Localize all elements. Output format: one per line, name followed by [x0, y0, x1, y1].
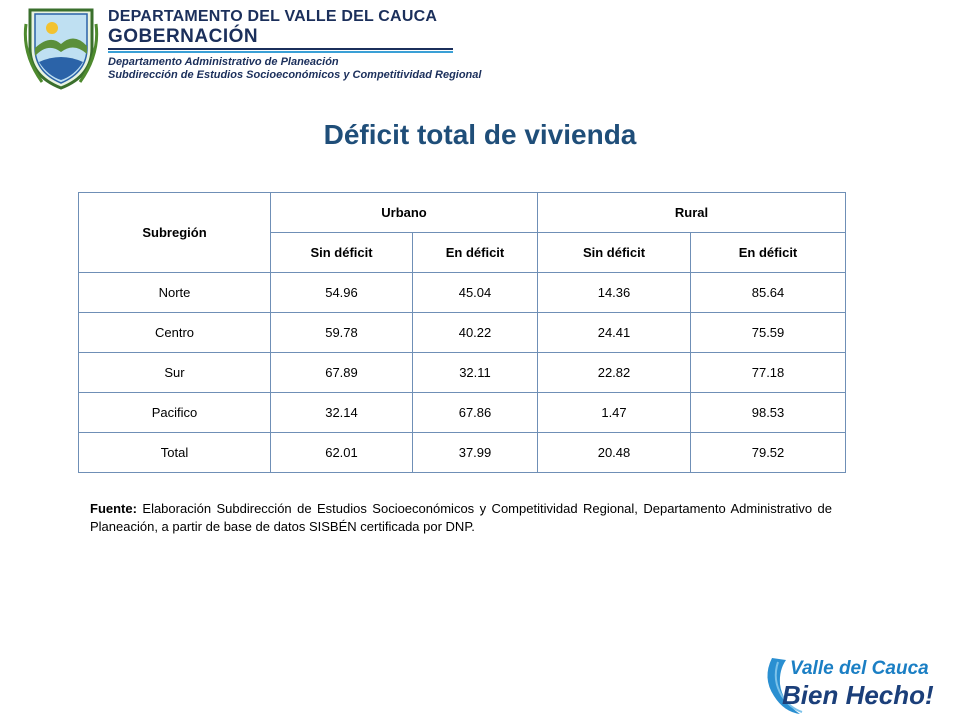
rural-sin-deficit-header: Sin déficit — [537, 232, 691, 273]
urbano-en-cell: 45.04 — [412, 272, 538, 313]
subregion-cell: Total — [78, 432, 271, 473]
urbano-sin-cell: 32.14 — [270, 392, 413, 433]
footer-logo-line1: Valle del Cauca — [790, 658, 929, 679]
urbano-en-cell: 37.99 — [412, 432, 538, 473]
rural-en-cell: 75.59 — [689, 312, 847, 353]
table-row: Centro 59.78 40.22 24.41 75.59 — [78, 312, 847, 353]
urbano-en-deficit-header: En déficit — [412, 232, 538, 273]
urbano-en-cell: 32.11 — [412, 352, 538, 393]
table-header-row: Subregión Urbano Rural — [78, 192, 847, 273]
source-note: Fuente: Elaboración Subdirección de Estu… — [90, 500, 832, 536]
subregion-cell: Norte — [78, 272, 271, 313]
urbano-sin-deficit-header: Sin déficit — [270, 232, 413, 273]
rural-en-cell: 85.64 — [689, 272, 847, 313]
urbano-en-cell: 40.22 — [412, 312, 538, 353]
table-row: Total 62.01 37.99 20.48 79.52 — [78, 432, 847, 473]
office-name: Departamento Administrativo de Planeació… — [108, 56, 339, 68]
footer-logo-line2: Bien Hecho! — [782, 680, 934, 710]
subregion-header: Subregión — [78, 192, 271, 273]
urbano-sin-cell: 62.01 — [270, 432, 413, 473]
source-label: Fuente: — [90, 501, 137, 516]
urbano-sin-cell: 59.78 — [270, 312, 413, 353]
table-row: Pacifico 32.14 67.86 1.47 98.53 — [78, 392, 847, 433]
rural-en-cell: 77.18 — [689, 352, 847, 393]
subregion-cell: Pacifico — [78, 392, 271, 433]
rural-en-deficit-header: En déficit — [689, 232, 847, 273]
subregion-cell: Centro — [78, 312, 271, 353]
table-row: Norte 54.96 45.04 14.36 85.64 — [78, 272, 847, 313]
source-text: Elaboración Subdirección de Estudios Soc… — [90, 501, 832, 534]
header-rule-dark — [108, 48, 453, 50]
deficit-table: Subregión Urbano Rural Sin déficit En dé… — [78, 192, 847, 473]
urbano-header: Urbano — [270, 192, 538, 233]
header-rule-light — [108, 51, 453, 53]
urbano-en-cell: 67.86 — [412, 392, 538, 433]
suboffice-name: Subdirección de Estudios Socioeconómicos… — [108, 69, 482, 81]
rural-sin-cell: 14.36 — [537, 272, 691, 313]
rural-sin-cell: 24.41 — [537, 312, 691, 353]
table-subheader-row: Sin déficit En déficit Sin déficit En dé… — [79, 232, 847, 273]
department-name: DEPARTAMENTO DEL VALLE DEL CAUCA — [108, 8, 438, 25]
rural-sin-cell: 22.82 — [537, 352, 691, 393]
rural-sin-cell: 20.48 — [537, 432, 691, 473]
header: DEPARTAMENTO DEL VALLE DEL CAUCA GOBERNA… — [0, 0, 960, 100]
gobernacion-name: GOBERNACIÓN — [108, 26, 259, 47]
urbano-sin-cell: 54.96 — [270, 272, 413, 313]
page-title: Déficit total de vivienda — [323, 119, 637, 150]
rural-header: Rural — [536, 192, 847, 233]
urbano-sin-cell: 67.89 — [270, 352, 413, 393]
rural-en-cell: 98.53 — [689, 392, 847, 433]
rural-sin-cell: 1.47 — [537, 392, 691, 433]
valle-swoosh-icon — [767, 658, 803, 714]
subregion-cell: Sur — [78, 352, 271, 393]
rural-en-cell: 79.52 — [689, 432, 847, 473]
table-row: Sur 67.89 32.11 22.82 77.18 — [78, 352, 847, 393]
department-crest-icon — [23, 8, 99, 90]
